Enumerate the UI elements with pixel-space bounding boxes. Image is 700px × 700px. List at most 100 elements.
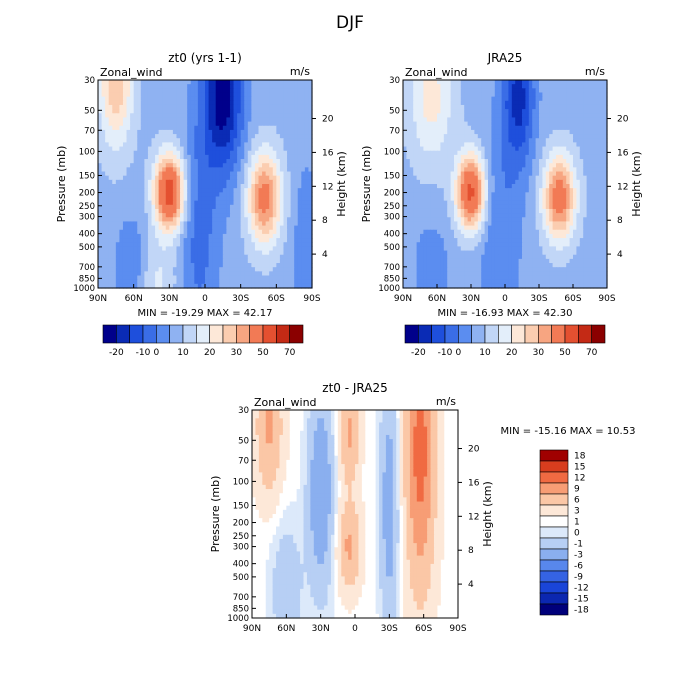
field-cell (603, 138, 608, 143)
field-cell (108, 242, 113, 247)
field-cell (518, 192, 523, 198)
field-cell (283, 100, 288, 106)
field-cell (208, 196, 213, 202)
field-cell (258, 246, 263, 252)
field-cell (226, 100, 231, 106)
field-cell (484, 179, 489, 185)
field-cell (229, 192, 235, 198)
field-cell (304, 283, 310, 289)
field-cell (430, 179, 435, 185)
field-cell (190, 129, 195, 135)
field-cell (528, 188, 533, 193)
field-cell (115, 96, 120, 102)
field-cell (208, 104, 213, 110)
field-cell (247, 217, 252, 223)
field-cell (460, 100, 465, 106)
field-cell (247, 225, 252, 231)
field-cell (272, 242, 277, 247)
field-cell (180, 100, 185, 106)
field-cell (583, 125, 588, 131)
field-cell (115, 225, 120, 231)
field-cell (208, 263, 213, 268)
field-cell (460, 92, 465, 98)
field-cell (265, 150, 270, 156)
field-cell (276, 84, 281, 89)
colorbar-0: -20 -10 0 10 20 30 50 70 (102, 324, 304, 358)
field-cell (172, 80, 178, 85)
field-cell (566, 92, 571, 98)
field-cell (269, 100, 274, 106)
field-cell (297, 109, 302, 114)
field-cell (471, 146, 475, 152)
field-cell (430, 175, 435, 181)
field-cell (237, 154, 242, 160)
field-cell (126, 159, 131, 164)
field-cell (272, 275, 277, 281)
field-cell (201, 125, 206, 131)
field-cell (130, 283, 135, 289)
field-cell (194, 213, 199, 218)
field-cell (525, 167, 530, 173)
field-cell (308, 275, 313, 281)
field-cell (477, 171, 482, 177)
field-cell (406, 84, 411, 89)
field-cell (244, 184, 249, 189)
field-cell (122, 104, 128, 110)
field-cell (151, 167, 156, 173)
field-cell (269, 221, 274, 227)
field-cell (272, 233, 277, 239)
field-cell (539, 200, 543, 206)
field-cell (251, 213, 256, 218)
field-cell (112, 238, 117, 243)
field-cell (197, 109, 203, 114)
field-cell (194, 142, 199, 148)
field-cell (308, 125, 313, 131)
field-cell (437, 100, 441, 106)
colorbar-swatch (209, 324, 224, 344)
field-cell (222, 196, 227, 202)
field-cell (201, 250, 206, 256)
field-cell (294, 184, 299, 189)
field-cell (573, 171, 577, 177)
field-cell (416, 188, 421, 193)
field-cell (140, 204, 145, 210)
field-cell (528, 134, 533, 139)
field-cell (279, 84, 285, 89)
field-cell (169, 279, 174, 285)
field-cell (190, 117, 195, 123)
field-cell (180, 242, 185, 247)
field-cell (467, 146, 472, 152)
field-cell (229, 171, 235, 177)
field-cell (406, 188, 411, 193)
field-cell (205, 242, 210, 247)
field-cell (474, 104, 479, 110)
field-cell (115, 221, 120, 227)
field-cell (226, 196, 231, 202)
field-cell (169, 171, 174, 177)
field-cell (279, 213, 285, 218)
field-cell (515, 134, 520, 139)
field-cell (545, 121, 550, 127)
field-cell (297, 80, 302, 85)
field-cell (254, 208, 260, 214)
field-cell (162, 213, 167, 218)
field-cell (265, 146, 270, 152)
field-cell (443, 117, 448, 123)
field-cell (279, 279, 285, 285)
field-cell (144, 225, 149, 231)
field-cell (101, 146, 106, 152)
field-cell (409, 179, 414, 185)
field-cell (101, 242, 106, 247)
field-cell (176, 117, 181, 123)
field-cell (98, 188, 103, 193)
field-cell (122, 117, 128, 123)
field-cell (528, 138, 533, 143)
field-cell (233, 192, 238, 198)
field-cell (272, 196, 277, 202)
field-cell (101, 113, 106, 119)
field-cell (542, 159, 547, 164)
field-cell (251, 154, 256, 160)
field-cell (542, 163, 547, 168)
field-cell (545, 184, 550, 189)
field-cell (559, 142, 564, 148)
